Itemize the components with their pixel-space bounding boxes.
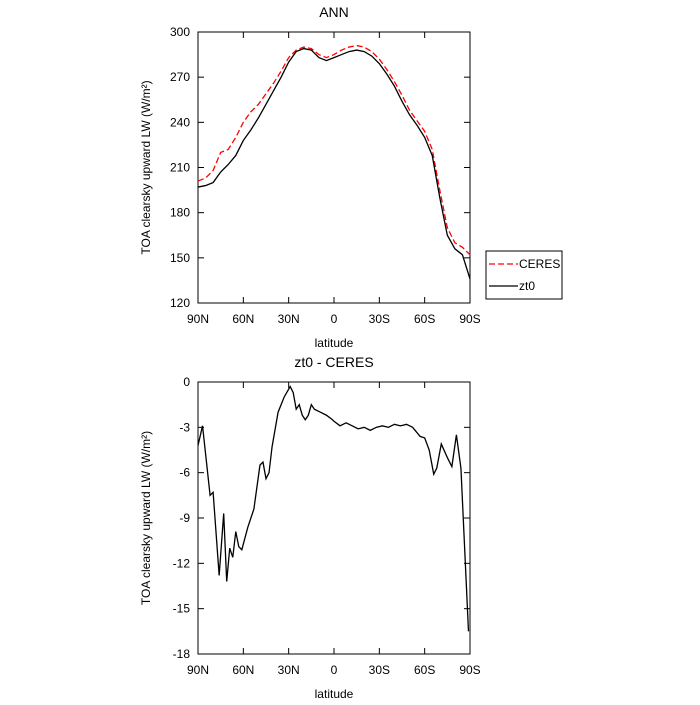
x-tick-label: 90N [187, 312, 209, 326]
x-tick-label: 0 [331, 312, 338, 326]
legend-box [485, 250, 563, 300]
chart-title: ANN [319, 4, 349, 20]
y-tick-label: 150 [170, 251, 190, 265]
y-tick-label: -18 [173, 647, 191, 661]
legend-label: zt0 [519, 279, 535, 293]
x-tick-label: 0 [331, 663, 338, 677]
x-tick-label: 90S [459, 312, 480, 326]
y-tick-label: -15 [173, 602, 191, 616]
y-tick-label: 180 [170, 206, 190, 220]
x-tick-label: 90S [459, 663, 480, 677]
x-tick-label: 30N [278, 663, 300, 677]
y-tick-label: 210 [170, 161, 190, 175]
y-tick-label: 0 [183, 375, 190, 389]
chart-title: zt0 - CERES [294, 354, 373, 370]
plot-frame [197, 31, 471, 304]
x-tick-label: 60S [414, 663, 435, 677]
y-tick-label: 120 [170, 296, 190, 310]
x-tick-label: 30N [278, 312, 300, 326]
data-line [197, 47, 471, 280]
plot-frame [197, 381, 471, 655]
y-tick-label: -9 [179, 511, 190, 525]
x-tick-label: 60N [232, 312, 254, 326]
y-tick-label: -3 [179, 420, 190, 434]
x-axis-label: latitude [315, 687, 354, 700]
y-tick-label: 300 [170, 25, 190, 39]
x-tick-label: 60N [232, 663, 254, 677]
y-tick-label: -6 [179, 466, 190, 480]
y-axis-label: TOA clearsky upward LW (W/m²) [139, 431, 153, 605]
y-tick-label: 270 [170, 70, 190, 84]
data-line [197, 44, 471, 256]
y-tick-label: -12 [173, 556, 191, 570]
y-axis-label: TOA clearsky upward LW (W/m²) [139, 80, 153, 254]
y-tick-label: 240 [170, 115, 190, 129]
x-tick-label: 30S [369, 663, 390, 677]
x-tick-label: 60S [414, 312, 435, 326]
data-line [197, 385, 470, 632]
legend-label: CERES [519, 257, 560, 271]
x-tick-label: 30S [369, 312, 390, 326]
x-tick-label: 90N [187, 663, 209, 677]
x-axis-label: latitude [315, 336, 354, 350]
